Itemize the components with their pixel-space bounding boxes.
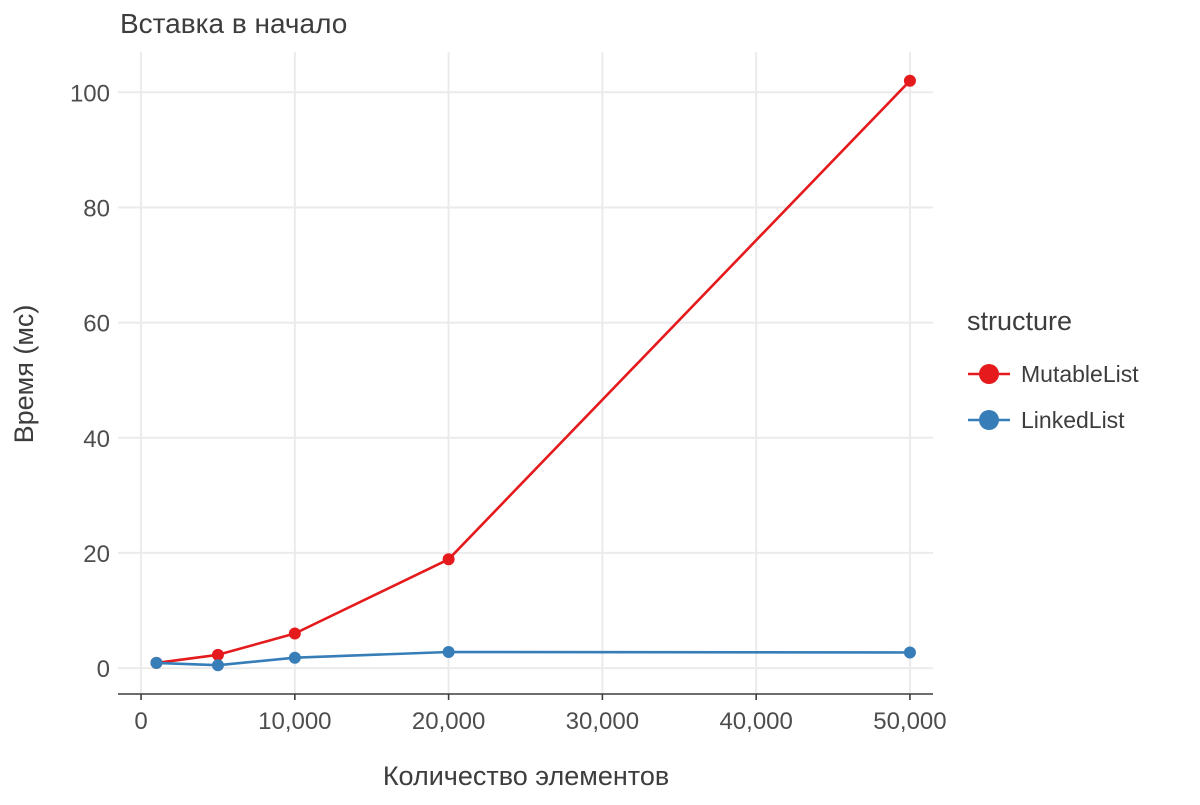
x-axis-label: Количество элементов bbox=[383, 761, 669, 791]
y-tick-label: 60 bbox=[83, 311, 110, 338]
x-tick-label: 0 bbox=[134, 708, 147, 735]
data-point bbox=[903, 74, 916, 87]
series-line bbox=[156, 79, 911, 665]
y-tick-label: 20 bbox=[83, 541, 110, 568]
x-tick-label: 20,000 bbox=[412, 708, 485, 735]
axes: 0 10,000 20,000 30,000 40,000 50,000 0 20 40 60 80… bbox=[70, 80, 947, 735]
y-tick-label: 100 bbox=[70, 80, 110, 107]
legend-label: MutableList bbox=[1021, 361, 1139, 387]
data-point bbox=[442, 553, 455, 566]
data-point bbox=[211, 659, 224, 672]
legend-item: MutableList bbox=[968, 361, 1139, 387]
x-tick-label: 40,000 bbox=[719, 708, 792, 735]
legend-marker bbox=[979, 410, 999, 430]
data-point bbox=[150, 656, 163, 669]
series-line bbox=[156, 650, 910, 667]
x-tick-label: 50,000 bbox=[873, 708, 946, 735]
x-tick-label: 30,000 bbox=[566, 708, 639, 735]
x-tick-label: 10,000 bbox=[258, 708, 331, 735]
data-point bbox=[288, 651, 301, 664]
legend-title: structure bbox=[967, 306, 1072, 336]
legend-marker bbox=[979, 364, 999, 384]
chart-title: Вставка в начало bbox=[120, 8, 347, 39]
data-point bbox=[288, 627, 301, 640]
y-axis-label: Время (мс) bbox=[9, 305, 39, 444]
legend-label: LinkedList bbox=[1021, 407, 1125, 433]
series-layer bbox=[150, 74, 916, 672]
y-tick-label: 0 bbox=[97, 656, 110, 683]
data-point bbox=[211, 648, 224, 661]
series-MutableList bbox=[150, 74, 916, 669]
data-point bbox=[442, 645, 455, 658]
gridlines bbox=[118, 52, 933, 694]
y-tick-label: 40 bbox=[83, 426, 110, 453]
legend: structure MutableList LinkedList bbox=[967, 306, 1139, 433]
series-LinkedList bbox=[150, 645, 916, 672]
y-tick-label: 80 bbox=[83, 195, 110, 222]
data-point bbox=[903, 646, 916, 659]
legend-item: LinkedList bbox=[968, 407, 1125, 433]
